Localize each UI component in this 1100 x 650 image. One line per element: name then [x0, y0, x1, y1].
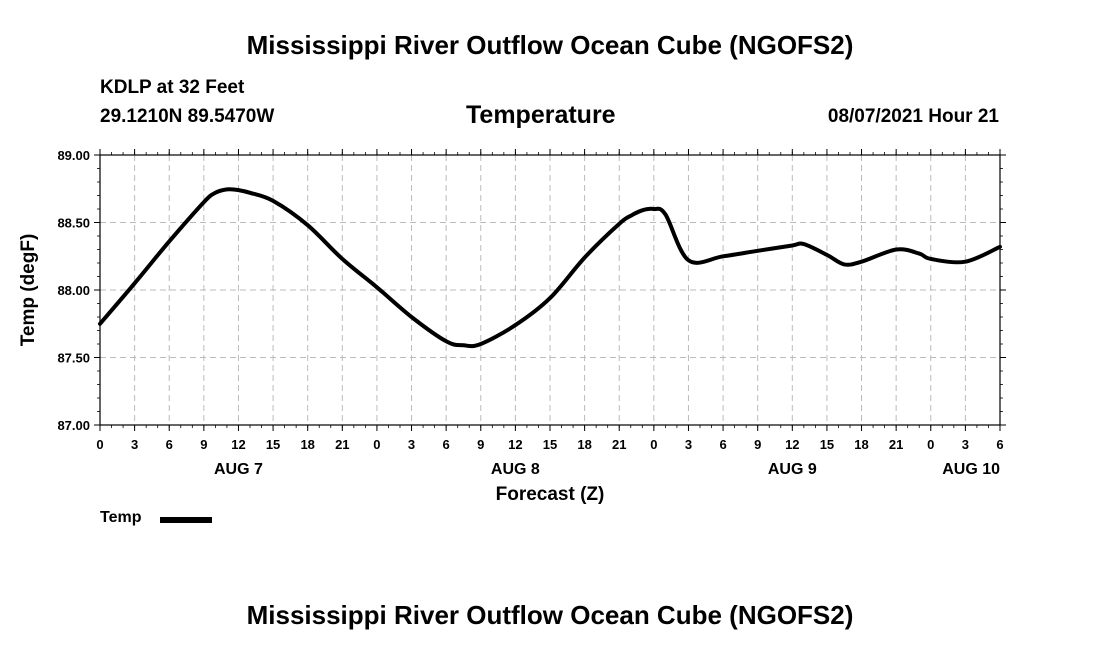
- x-tick-label: 6: [443, 437, 450, 452]
- x-tick-label: 9: [754, 437, 761, 452]
- variable-title: Temperature: [466, 101, 616, 129]
- station-coords: 29.1210N 89.5470W: [100, 106, 275, 127]
- x-tick-label: 0: [927, 437, 934, 452]
- x-tick-label: 18: [577, 437, 591, 452]
- x-tick-label: 6: [996, 437, 1003, 452]
- legend-swatch: [160, 517, 212, 523]
- station-label: KDLP at 32 Feet: [100, 77, 245, 98]
- x-tick-label: 12: [231, 437, 245, 452]
- x-tick-label: 21: [889, 437, 903, 452]
- x-tick-label: 3: [408, 437, 415, 452]
- temp-series-line: [98, 187, 1002, 349]
- x-tick-label: 15: [266, 437, 280, 452]
- x-tick-label: 9: [477, 437, 484, 452]
- grid-lines: [100, 155, 1000, 425]
- x-tick-label: 3: [962, 437, 969, 452]
- y-tick-label: 87.00: [57, 418, 90, 433]
- date-label: AUG 7: [214, 461, 263, 478]
- x-tick-label: 21: [612, 437, 626, 452]
- date-labels: AUG 7 AUG 8 AUG 9 AUG 10: [214, 461, 1000, 478]
- x-tick-label: 6: [719, 437, 726, 452]
- x-tick-label: 12: [508, 437, 522, 452]
- x-tick-label: 0: [96, 437, 103, 452]
- x-tick-label: 15: [543, 437, 557, 452]
- plot-frame: [99, 154, 1001, 426]
- chart-title-bottom: Mississippi River Outflow Ocean Cube (NG…: [246, 600, 854, 630]
- y-tick-labels: 87.00 87.50 88.00 88.50 89.00: [57, 148, 90, 433]
- x-tick-label: 0: [650, 437, 657, 452]
- x-tick-label: 15: [820, 437, 834, 452]
- forecast-datetime: 08/07/2021 Hour 21: [827, 106, 999, 127]
- x-tick-label: 12: [785, 437, 799, 452]
- y-tick-label: 88.00: [57, 283, 90, 298]
- x-tick-label: 6: [166, 437, 173, 452]
- x-tick-label: 18: [300, 437, 314, 452]
- y-axis-title: Temp (degF): [18, 234, 39, 347]
- x-tick-label: 0: [373, 437, 380, 452]
- x-tick-label: 3: [131, 437, 138, 452]
- x-tick-label: 18: [854, 437, 868, 452]
- date-label: AUG 10: [942, 461, 1000, 478]
- x-axis-title: Forecast (Z): [496, 484, 605, 505]
- x-tick-label: 21: [335, 437, 349, 452]
- legend-label: Temp: [100, 509, 142, 526]
- x-tick-label: 9: [200, 437, 207, 452]
- y-tick-label: 89.00: [57, 148, 90, 163]
- y-tick-label: 88.50: [57, 216, 90, 231]
- date-label: AUG 8: [491, 461, 540, 478]
- chart-title-top: Mississippi River Outflow Ocean Cube (NG…: [246, 30, 854, 60]
- y-tick-label: 87.50: [57, 351, 90, 366]
- date-label: AUG 9: [768, 461, 817, 478]
- x-tick-label: 3: [685, 437, 692, 452]
- x-tick-labels: 0 3 6 9 12 15 18 21 0 3 6 9 12 15 18 21 0 3 6 9 12 15 18 21 0 3 6: [96, 437, 1003, 452]
